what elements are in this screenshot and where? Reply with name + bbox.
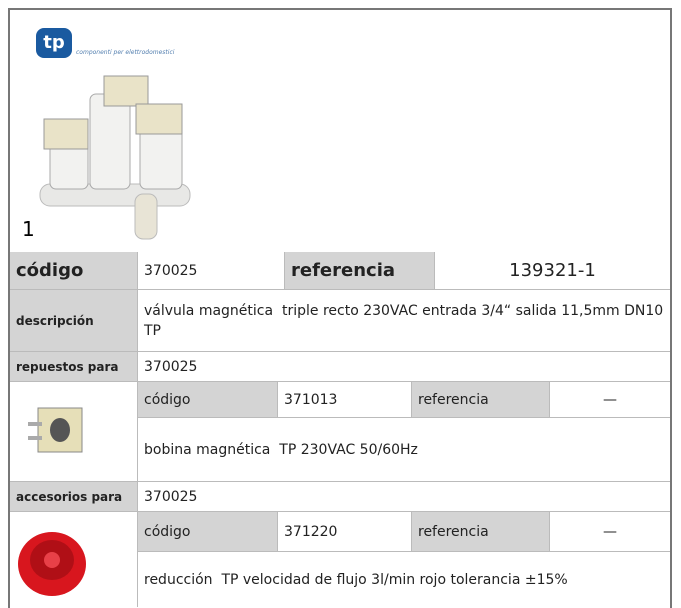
frame: [8, 8, 672, 608]
code-label: código: [10, 252, 138, 290]
spare-parts-for: 370025: [138, 352, 670, 382]
reference: 139321-1: [435, 252, 670, 290]
item-code: 371013: [278, 382, 412, 418]
product-image: tp componenti per elettrodomestici 1: [22, 28, 191, 241]
logo-brand: tp: [43, 32, 65, 53]
logo-badge: [36, 28, 72, 58]
image-label: 1: [22, 217, 35, 241]
item-reference: —: [550, 382, 670, 418]
spare-part-image: [10, 382, 138, 482]
accessories-for: 370025: [138, 482, 670, 512]
item-code-label: código: [138, 512, 278, 552]
reference-label: referencia: [285, 252, 435, 290]
description-label: descripción: [10, 290, 138, 352]
item-reference-label: referencia: [412, 512, 550, 552]
accessories-label: accesorios para: [10, 482, 138, 512]
item-description: reducción TP velocidad de flujo 3l/min r…: [144, 571, 568, 588]
item-code-label: código: [138, 382, 278, 418]
item-reference: —: [550, 512, 670, 552]
item-reference-label: referencia: [412, 382, 550, 418]
code: 370025: [138, 252, 285, 290]
spare-parts-label: repuestos para: [10, 352, 138, 382]
accessory-image: [18, 512, 138, 607]
description: válvula magnética triple recto 230VAC en…: [138, 290, 670, 352]
logo-tagline: componenti per elettrodomestici: [76, 49, 175, 56]
item-description: bobina magnética TP 230VAC 50/60Hz: [138, 418, 670, 482]
item-code: 371220: [278, 512, 412, 552]
